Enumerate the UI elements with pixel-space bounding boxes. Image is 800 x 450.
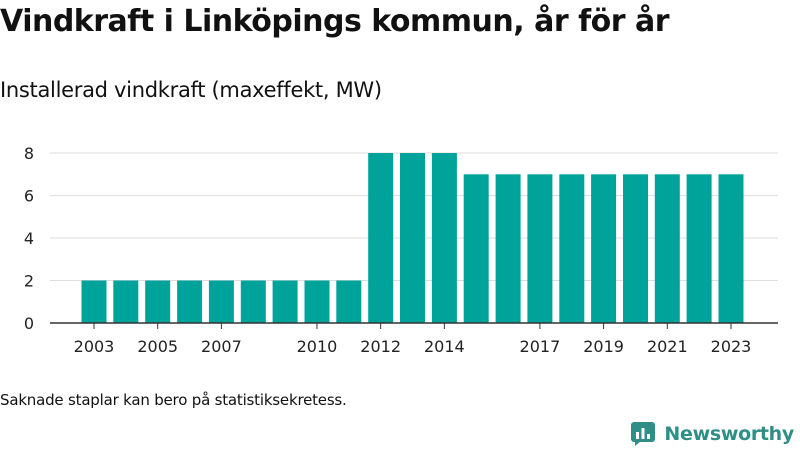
x-tick-label: 2003 [74,337,115,356]
bar-2020 [623,174,648,324]
x-tick-label: 2012 [360,337,401,356]
x-tick-label: 2005 [137,337,178,356]
y-tick-label: 8 [24,144,34,163]
bar-2003 [81,280,107,323]
y-tick-label: 2 [24,272,34,291]
x-tick-label: 2023 [711,337,752,356]
bar-2019 [591,174,617,324]
bar-2010 [304,280,330,323]
bar-2022 [686,174,712,324]
y-tick-label: 6 [24,187,34,206]
x-tick-label: 2019 [583,337,624,356]
bar-2016 [495,174,521,324]
bar-2017 [527,174,553,324]
chart-title: Vindkraft i Linköpings kommun, år för år [0,4,670,39]
bar-2013 [400,153,425,323]
bar-2012 [368,153,394,323]
x-tick-label: 2014 [424,337,465,356]
chart-subtitle: Installerad vindkraft (maxeffekt, MW) [0,78,382,102]
bar-2014 [431,153,457,323]
footnote: Saknade staplar kan bero på statistiksek… [0,391,347,409]
x-tick-label: 2017 [520,337,561,356]
brand-name: Newsworthy [664,423,794,445]
x-tick-label: 2007 [201,337,242,356]
bar-2008 [240,280,266,323]
bar-chart: 0 2 4 6 8 2003 2005 2007 2010 2012 2014 2017 2019 202… [24,144,778,356]
bar-2007 [208,280,234,323]
bar-2023 [718,174,744,324]
bar-2005 [145,280,171,323]
bar-2009 [272,280,298,323]
x-tick-label: 2021 [647,337,688,356]
bar-2006 [177,280,203,323]
bar-2011 [336,280,362,323]
bar-2021 [654,174,680,324]
bar-2004 [113,280,139,323]
bar-2015 [463,174,489,324]
y-tick-label: 0 [24,314,34,333]
brand-logo: Newsworthy [630,421,794,447]
newsworthy-logo-icon [631,422,656,446]
x-tick-label: 2010 [297,337,338,356]
bar-2018 [559,174,585,324]
y-tick-label: 4 [24,229,34,248]
